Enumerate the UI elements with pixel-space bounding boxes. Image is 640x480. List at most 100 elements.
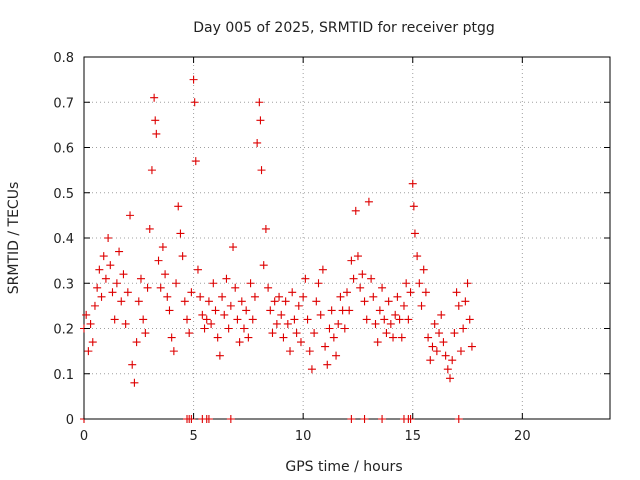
data-point (441, 351, 450, 360)
data-point (183, 315, 192, 324)
x-tick-label: 15 (404, 429, 421, 444)
data-point (459, 324, 468, 333)
y-tick-label: 0.1 (53, 368, 74, 383)
data-point (283, 319, 292, 328)
data-point (299, 292, 308, 301)
data-point (187, 288, 196, 297)
data-point (115, 247, 124, 256)
data-point (465, 315, 474, 324)
data-point (90, 301, 99, 310)
data-point (325, 324, 334, 333)
data-point (353, 252, 362, 261)
zero-point (204, 415, 213, 423)
data-point (349, 274, 358, 283)
data-point (218, 292, 227, 301)
data-point (178, 252, 187, 261)
data-point (202, 315, 211, 324)
data-point (88, 338, 97, 347)
data-point (215, 351, 224, 360)
data-point (395, 315, 404, 324)
data-point (200, 324, 209, 333)
y-tick-label: 0.6 (53, 142, 74, 157)
data-point (364, 197, 373, 206)
data-point (84, 347, 93, 356)
data-point (446, 374, 455, 383)
data-point (123, 288, 132, 297)
data-point (408, 179, 417, 188)
data-point (378, 283, 387, 292)
data-point (196, 292, 205, 301)
data-point (305, 347, 314, 356)
data-point (384, 297, 393, 306)
zero-point (360, 415, 369, 423)
data-point (117, 297, 126, 306)
data-point (402, 279, 411, 288)
data-point (318, 265, 327, 274)
data-point (281, 297, 290, 306)
data-point (132, 338, 141, 347)
data-point (404, 315, 413, 324)
data-point (112, 279, 121, 288)
y-tick-label: 0.8 (53, 51, 74, 66)
y-tick-label: 0.7 (53, 96, 74, 111)
data-point (156, 283, 165, 292)
zero-point (347, 415, 356, 423)
data-point (220, 310, 229, 319)
data-point (213, 333, 222, 342)
data-point (417, 301, 426, 310)
data-point (189, 75, 198, 84)
data-point (347, 256, 356, 265)
data-point (329, 333, 338, 342)
data-point (419, 265, 428, 274)
x-axis-label: GPS time / hours (285, 459, 402, 475)
grid-layer (84, 57, 610, 419)
data-point (165, 306, 174, 315)
data-point (264, 283, 273, 292)
data-point (428, 342, 437, 351)
data-point (169, 347, 178, 356)
data-point (86, 319, 95, 328)
data-point (246, 279, 255, 288)
data-point (369, 292, 378, 301)
data-point (380, 315, 389, 324)
data-point (336, 292, 345, 301)
data-point (106, 261, 115, 270)
x-tick-label: 20 (514, 429, 531, 444)
data-point (332, 351, 341, 360)
data-point (360, 297, 369, 306)
data-point (272, 319, 281, 328)
data-point (150, 93, 159, 102)
data-point (93, 283, 102, 292)
x-tick-label: 5 (189, 429, 197, 444)
data-point (108, 288, 117, 297)
data-point (237, 297, 246, 306)
data-point (437, 310, 446, 319)
data-point (323, 360, 332, 369)
y-tick-label: 0.3 (53, 277, 74, 292)
data-point (158, 243, 167, 252)
data-point (386, 319, 395, 328)
data-point (95, 265, 104, 274)
data-point (82, 310, 91, 319)
data-point (439, 338, 448, 347)
data-point (99, 252, 108, 261)
data-point (242, 306, 251, 315)
y-tick-label: 0.4 (53, 232, 74, 247)
data-point (421, 288, 430, 297)
data-point (261, 224, 270, 233)
data-point (321, 342, 330, 351)
data-point (413, 252, 422, 261)
data-point (134, 297, 143, 306)
data-point (167, 333, 176, 342)
plot-frame (83, 56, 611, 420)
data-point (136, 274, 145, 283)
data-point (176, 229, 185, 238)
data-point (301, 274, 310, 283)
data-point (143, 283, 152, 292)
data-point (303, 315, 312, 324)
data-point (463, 279, 472, 288)
zero-point (454, 415, 463, 423)
data-point (448, 356, 457, 365)
zero-point (406, 415, 415, 423)
